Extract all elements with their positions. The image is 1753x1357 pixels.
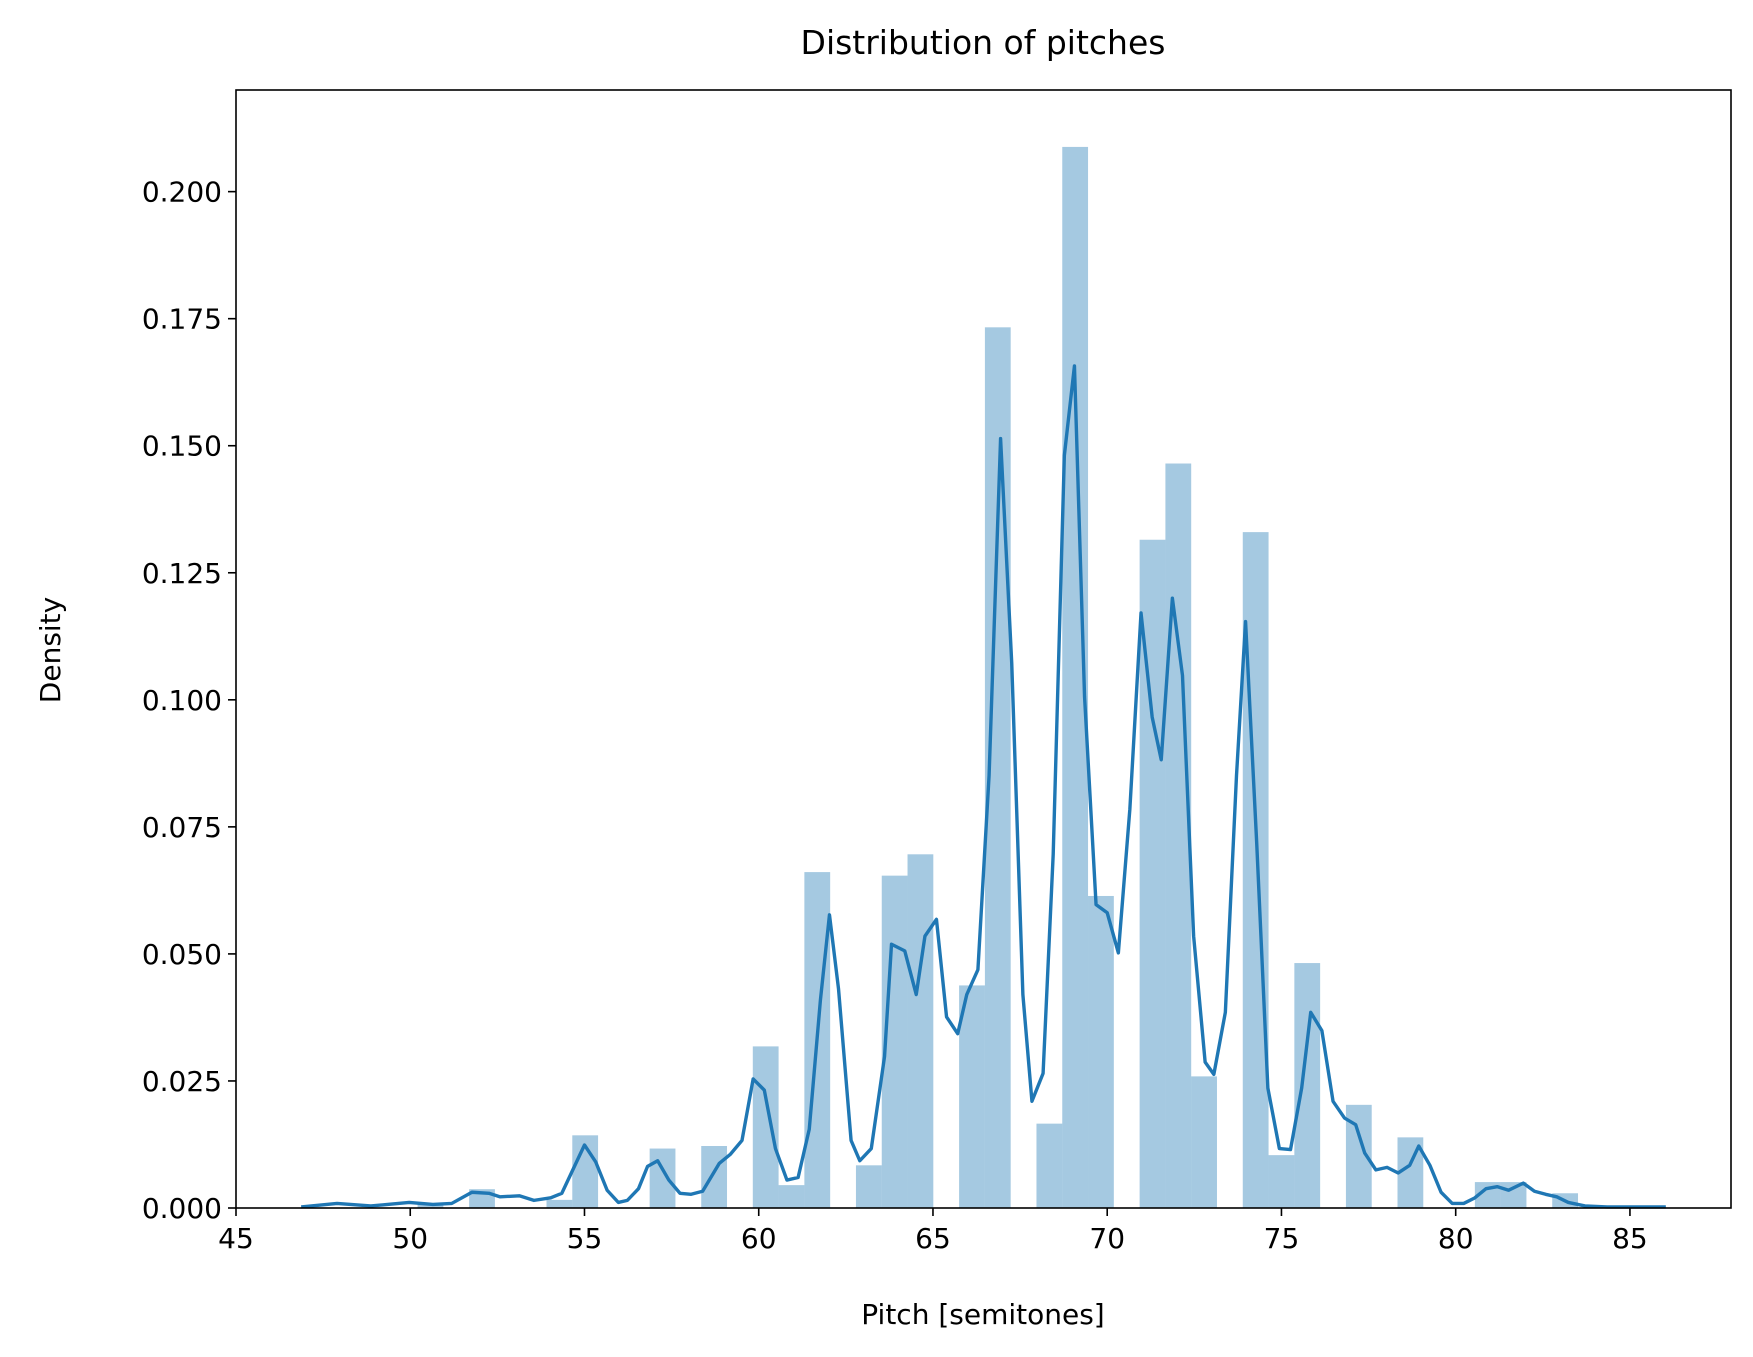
x-tick-label: 70 xyxy=(1089,1222,1125,1255)
histogram-bar xyxy=(1036,1123,1063,1208)
axes-frame xyxy=(235,89,1732,1209)
histogram-bar xyxy=(752,1046,779,1208)
x-tick-label: 60 xyxy=(741,1222,777,1255)
chart-title: Distribution of pitches xyxy=(801,23,1166,62)
y-tick-label: 0.100 xyxy=(142,684,222,717)
histogram-bar xyxy=(907,854,934,1208)
y-tick-label: 0.050 xyxy=(142,938,222,971)
y-tick-label: 0.075 xyxy=(142,811,222,844)
x-axis-label: Pitch [semitones] xyxy=(861,1298,1104,1331)
kde-line xyxy=(301,364,1666,1209)
histogram-bar xyxy=(417,1203,444,1208)
x-tick-label: 85 xyxy=(1612,1222,1648,1255)
histogram-bar xyxy=(778,1185,805,1208)
x-tick-label: 45 xyxy=(218,1222,254,1255)
histogram-bar xyxy=(1088,895,1114,1208)
histogram-bar xyxy=(649,1148,676,1208)
y-tick-label: 0.150 xyxy=(142,430,222,463)
histogram-bar xyxy=(1165,463,1192,1208)
y-tick-label: 0.175 xyxy=(142,303,222,336)
histogram-bar xyxy=(1268,1155,1295,1208)
y-tick-label: 0.125 xyxy=(142,557,222,590)
y-tick-label: 0.000 xyxy=(142,1192,222,1225)
x-tick-label: 75 xyxy=(1264,1222,1300,1255)
y-tick-label: 0.200 xyxy=(142,176,222,209)
x-tick-label: 80 xyxy=(1438,1222,1474,1255)
histogram-bar xyxy=(701,1146,728,1208)
histogram-bar xyxy=(546,1199,573,1208)
histogram-bar xyxy=(1191,1076,1217,1208)
x-tick-label: 50 xyxy=(392,1222,428,1255)
y-axis-label: Density xyxy=(34,597,67,703)
histogram-bar xyxy=(855,1165,882,1208)
histogram-bar xyxy=(959,985,985,1208)
x-tick-label: 65 xyxy=(915,1222,951,1255)
y-tick-label: 0.025 xyxy=(142,1065,222,1098)
x-tick-label: 55 xyxy=(567,1222,603,1255)
histogram-bar xyxy=(1294,963,1321,1208)
